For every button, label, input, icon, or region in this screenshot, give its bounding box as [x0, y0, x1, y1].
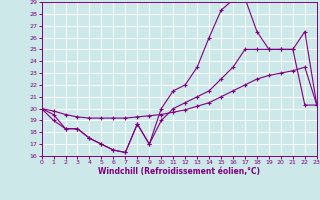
X-axis label: Windchill (Refroidissement éolien,°C): Windchill (Refroidissement éolien,°C) [98, 167, 260, 176]
